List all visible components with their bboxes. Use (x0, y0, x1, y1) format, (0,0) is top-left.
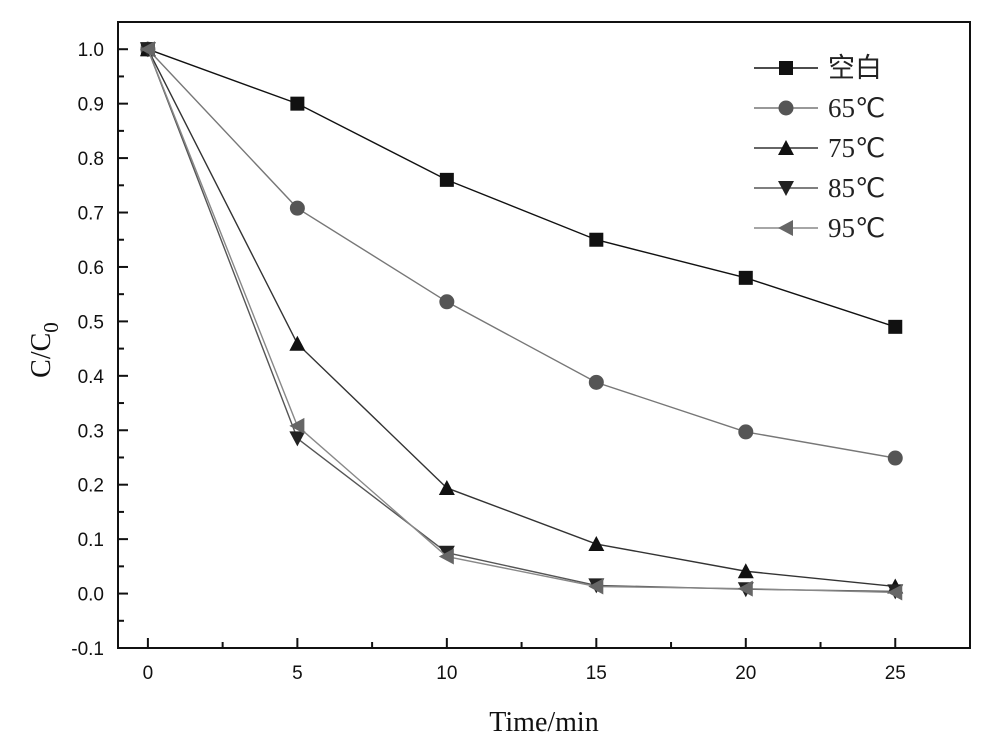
data-point-1-25 (887, 450, 903, 466)
data-point-4-10 (438, 548, 454, 565)
data-point-0-10 (439, 172, 454, 187)
plot-area-frame (117, 21, 971, 649)
data-point-1-20 (738, 424, 754, 440)
data-point-2-15 (588, 536, 605, 552)
y-tick-label: 0.0 (78, 585, 104, 606)
x-tick-label-15: 15 (586, 663, 607, 684)
legend-marker-0 (779, 61, 793, 75)
legend-label-3: 85℃ (828, 173, 885, 203)
legend-marker-4 (778, 220, 793, 236)
series-line-2 (147, 48, 896, 588)
series-layer (139, 41, 904, 601)
legend-label-2: 75℃ (828, 133, 885, 163)
y-tick-label: 1.0 (78, 40, 104, 61)
x-tick-label-5: 5 (292, 663, 303, 684)
y-axis-title: C/C0 (26, 322, 63, 378)
data-point-0-5 (290, 96, 305, 111)
y-tick-label: 0.4 (78, 367, 105, 388)
data-point-4-15 (588, 578, 604, 595)
legend-label-0: 空白 (828, 53, 882, 83)
x-tick-label-0: 0 (143, 663, 154, 684)
axes: 0 5 10 15 20 25 -0.1 0.0 0.1 0.2 0.3 0.4 0.5 0.6 0.7 0.… (71, 40, 906, 684)
data-point-3-5 (289, 431, 306, 447)
series-line-1 (147, 48, 896, 459)
data-point-4-0 (139, 41, 155, 58)
legend: 空白 65℃ 75℃ 85℃ 95℃ (754, 53, 885, 243)
data-point-0-20 (738, 270, 753, 285)
legend-marker-3 (778, 181, 794, 196)
data-point-2-10 (438, 479, 455, 495)
data-point-1-15 (588, 374, 604, 390)
data-point-1-10 (439, 294, 455, 310)
legend-marker-1 (778, 100, 794, 116)
series-4 (139, 41, 903, 601)
y-tick-label: 0.1 (78, 530, 104, 551)
y-tick-label: 0.2 (78, 476, 104, 497)
legend-label-1: 65℃ (828, 93, 885, 123)
y-tick-label: 0.6 (78, 258, 104, 279)
data-point-0-15 (589, 232, 604, 247)
y-tick-label: 0.7 (78, 204, 104, 225)
y-tick-label: 0.3 (78, 421, 104, 442)
data-point-1-5 (289, 200, 305, 216)
data-point-2-20 (737, 563, 754, 579)
y-axis-title-main: C/C (26, 333, 57, 378)
series-line-0 (147, 48, 896, 328)
data-point-4-5 (289, 417, 305, 434)
y-axis-title-subscript: 0 (39, 322, 63, 333)
data-point-4-20 (737, 580, 753, 597)
x-axis-title: Time/min (489, 707, 598, 738)
legend-marker-2 (778, 140, 794, 155)
legend-label-4: 95℃ (828, 213, 885, 243)
y-tick-label: 0.8 (78, 149, 104, 170)
legend-item-0: 空白 (754, 53, 882, 83)
legend-item-4: 95℃ (754, 213, 885, 243)
data-point-0-25 (888, 319, 903, 334)
data-point-4-25 (887, 584, 903, 601)
y-tick-label: 0.9 (78, 95, 104, 116)
y-tick-label: -0.1 (71, 639, 104, 660)
legend-item-2: 75℃ (754, 133, 885, 163)
data-point-2-5 (289, 335, 306, 351)
x-tick-label-25: 25 (885, 663, 906, 684)
series-line-3 (147, 48, 896, 593)
y-tick-label: 0.5 (78, 312, 104, 333)
legend-item-3: 85℃ (754, 173, 885, 203)
x-tick-label-10: 10 (436, 663, 457, 684)
series-line-4 (147, 48, 896, 594)
x-tick-label-20: 20 (735, 663, 756, 684)
legend-item-1: 65℃ (754, 93, 885, 123)
